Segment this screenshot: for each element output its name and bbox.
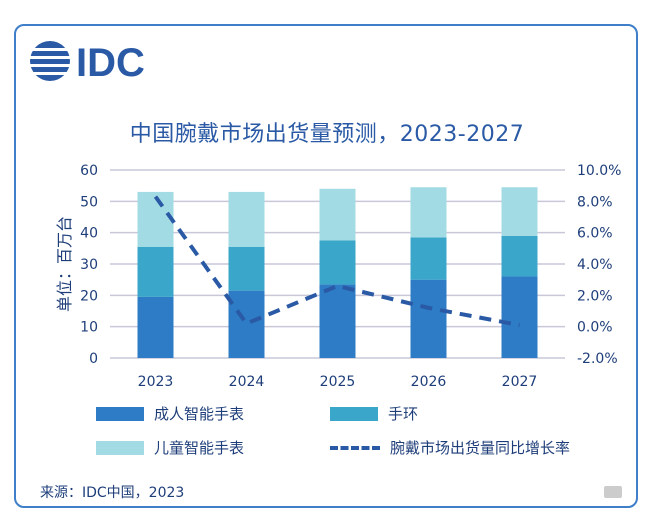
bar-band	[137, 246, 174, 297]
legend-item-band: 手环	[330, 403, 418, 424]
y-tick-label: 40	[80, 226, 98, 242]
legend-swatch-band	[330, 406, 378, 421]
yoy-line-series	[153, 195, 520, 328]
bar-band	[410, 237, 447, 280]
logo-text: IDC	[76, 41, 145, 85]
bar-kids	[410, 187, 447, 238]
bar-kids	[137, 191, 174, 247]
x-tick-label: 2023	[138, 374, 174, 390]
y2-tick-label: 4.0%	[577, 257, 613, 273]
y-axis-label: 单位：百万台	[55, 216, 74, 312]
legend-item-yoy: 腕戴市场出货量同比增长率	[330, 437, 570, 458]
x-tick-label: 2025	[320, 374, 356, 390]
y2-tick-label: 10.0%	[577, 163, 621, 179]
x-tick-label: 2024	[229, 374, 265, 390]
y-tick-label: 20	[80, 288, 98, 304]
y-tick-label: 50	[80, 194, 98, 210]
bars	[137, 187, 538, 358]
bar-adult	[501, 276, 538, 358]
bar-band	[501, 235, 538, 277]
legend-swatch-yoy	[330, 445, 380, 450]
y2-tick-label: 8.0%	[577, 194, 613, 210]
y2-tick-label: 6.0%	[577, 226, 613, 242]
legend-label-adult: 成人智能手表	[154, 405, 245, 423]
y2-tick-label: -2.0%	[577, 351, 618, 367]
y2-tick-label: 0.0%	[577, 320, 613, 336]
y-tick-label: 0	[89, 351, 98, 367]
legend-label-yoy: 腕戴市场出货量同比增长率	[390, 439, 571, 457]
legend-swatch-adult	[96, 406, 144, 421]
right-axis-ticks: -2.0% 0.0% 2.0% 4.0% 6.0% 8.0% 10.0%	[577, 163, 621, 367]
source-note: 来源：IDC中国，2023	[40, 485, 185, 501]
bar-kids	[319, 188, 356, 241]
bar-adult	[137, 296, 174, 358]
x-tick-label: 2027	[502, 374, 538, 390]
y-tick-label: 30	[80, 257, 98, 273]
left-axis-ticks: 0 10 20 30 40 50 60	[80, 163, 98, 367]
watermark-icon	[604, 486, 622, 498]
idc-logo: IDC	[28, 41, 145, 85]
bar-kids	[501, 187, 538, 236]
chart-title: 中国腕戴市场出货量预测，2023-2027	[129, 122, 525, 147]
bar-adult	[228, 290, 265, 358]
x-axis-ticks: 2023 2024 2025 2026 2027	[138, 374, 538, 390]
x-tick-label: 2026	[411, 374, 447, 390]
bar-band	[319, 240, 356, 285]
legend-label-kids: 儿童智能手表	[154, 439, 245, 457]
legend-item-kids: 儿童智能手表	[96, 437, 244, 458]
bar-band	[228, 246, 265, 291]
legend-label-band: 手环	[388, 405, 419, 423]
bar-kids	[228, 191, 265, 247]
y-tick-label: 60	[80, 163, 98, 179]
bar-adult	[410, 279, 447, 358]
bar-adult	[319, 284, 356, 358]
y-tick-label: 10	[80, 320, 98, 336]
legend-swatch-kids	[96, 440, 144, 455]
y2-tick-label: 2.0%	[577, 288, 613, 304]
legend-item-adult: 成人智能手表	[96, 403, 244, 424]
globe-icon	[28, 41, 72, 81]
